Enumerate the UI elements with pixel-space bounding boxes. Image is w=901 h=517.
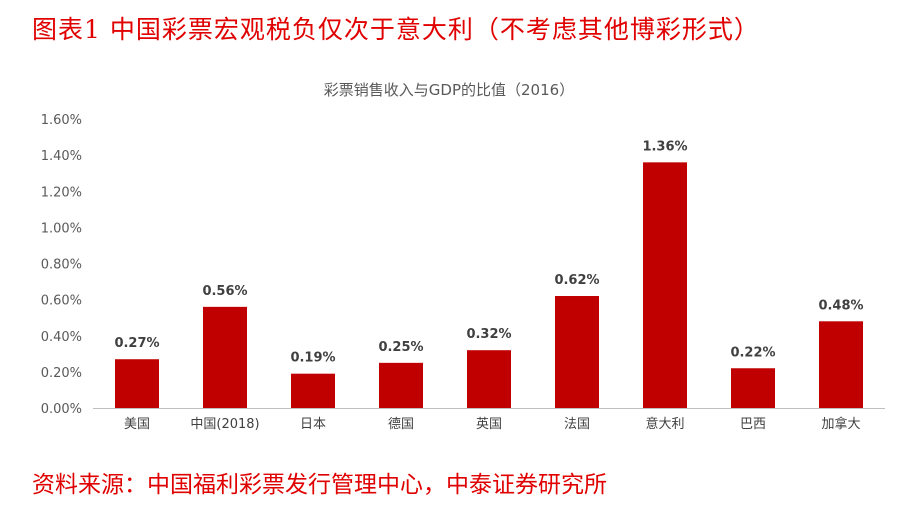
- bar: [819, 321, 863, 408]
- data-label: 0.62%: [554, 273, 599, 288]
- bar: [643, 162, 687, 408]
- x-tick-label: 美国: [124, 417, 150, 432]
- bar: [379, 362, 423, 408]
- y-tick-label: 0.60%: [41, 294, 82, 309]
- x-tick-label: 巴西: [740, 417, 766, 432]
- y-tick-label: 1.20%: [41, 185, 82, 200]
- chart-title: 彩票销售收入与GDP的比值（2016）: [324, 81, 574, 99]
- bar: [467, 350, 511, 408]
- data-label: 0.56%: [202, 284, 247, 299]
- y-tick-label: 1.60%: [41, 113, 82, 128]
- data-label: 0.22%: [730, 345, 775, 360]
- y-tick-label: 0.40%: [41, 330, 82, 345]
- y-tick-label: 1.40%: [41, 149, 82, 164]
- bar: [291, 373, 335, 408]
- x-tick-label: 中国(2018): [190, 417, 259, 432]
- data-label: 1.36%: [642, 139, 687, 154]
- x-tick-label: 意大利: [645, 416, 684, 432]
- x-tick-label: 日本: [300, 417, 326, 432]
- figure-title: 图表1 中国彩票宏观税负仅次于意大利（不考虑其他博彩形式）: [32, 15, 760, 44]
- x-tick-label: 英国: [476, 417, 502, 432]
- data-label: 0.27%: [114, 336, 159, 351]
- bar: [115, 359, 159, 408]
- bar: [731, 368, 775, 408]
- y-tick-label: 0.00%: [41, 402, 82, 417]
- bar: [555, 296, 599, 408]
- x-tick-label: 加拿大: [821, 416, 860, 432]
- data-label: 0.48%: [818, 298, 863, 313]
- data-label: 0.25%: [378, 340, 423, 355]
- source-note: 资料来源：中国福利彩票发行管理中心，中泰证券研究所: [32, 472, 607, 498]
- x-tick-label: 法国: [564, 417, 590, 432]
- data-label: 0.32%: [466, 327, 511, 342]
- x-tick-label: 德国: [388, 417, 414, 432]
- y-tick-label: 0.80%: [41, 258, 82, 273]
- y-tick-label: 0.20%: [41, 366, 82, 381]
- y-tick-label: 1.00%: [41, 221, 82, 236]
- data-label: 0.19%: [290, 351, 335, 366]
- bar: [203, 306, 247, 408]
